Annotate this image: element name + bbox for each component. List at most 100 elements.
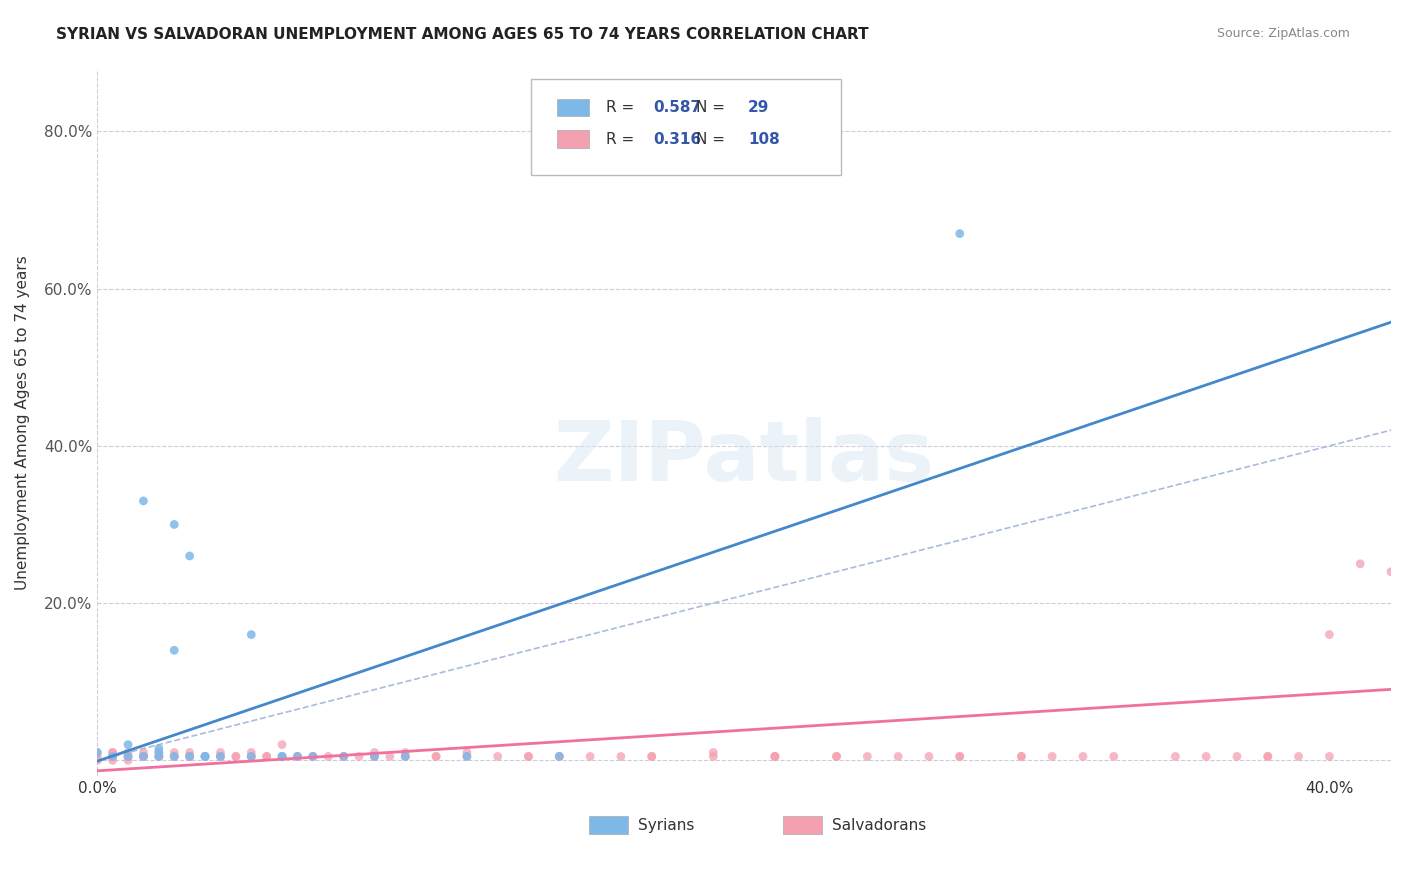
Point xyxy=(702,749,724,764)
Point xyxy=(302,749,325,764)
Point xyxy=(363,746,385,760)
Point xyxy=(517,749,540,764)
Point xyxy=(456,749,478,764)
Point xyxy=(363,749,385,764)
FancyBboxPatch shape xyxy=(557,99,589,116)
Point xyxy=(163,749,186,764)
Point xyxy=(825,749,848,764)
Text: R =: R = xyxy=(606,132,638,147)
Y-axis label: Unemployment Among Ages 65 to 74 years: Unemployment Among Ages 65 to 74 years xyxy=(15,255,30,590)
Point xyxy=(240,749,263,764)
Point xyxy=(179,749,201,764)
Point xyxy=(240,749,263,764)
Point xyxy=(1319,627,1341,641)
Point xyxy=(456,746,478,760)
Point xyxy=(394,749,416,764)
Point xyxy=(1164,749,1187,764)
Point xyxy=(101,746,124,760)
Point xyxy=(363,749,385,764)
Point xyxy=(641,749,664,764)
Point xyxy=(763,749,786,764)
Point xyxy=(209,749,232,764)
Point xyxy=(271,738,294,752)
Point xyxy=(949,227,972,241)
Point xyxy=(332,749,354,764)
Point xyxy=(1257,749,1279,764)
Point xyxy=(1010,749,1032,764)
Point xyxy=(240,749,263,764)
Point xyxy=(287,749,309,764)
Point xyxy=(1257,749,1279,764)
Point xyxy=(918,749,941,764)
Point xyxy=(1379,565,1402,579)
Point xyxy=(132,749,155,764)
Point xyxy=(117,749,139,764)
Point xyxy=(163,749,186,764)
Point xyxy=(394,746,416,760)
Point xyxy=(209,749,232,764)
Point xyxy=(949,749,972,764)
FancyBboxPatch shape xyxy=(589,816,627,834)
Point xyxy=(117,753,139,767)
Text: 108: 108 xyxy=(748,132,780,147)
Point xyxy=(86,746,108,760)
Point xyxy=(1010,749,1032,764)
Text: SYRIAN VS SALVADORAN UNEMPLOYMENT AMONG AGES 65 TO 74 YEARS CORRELATION CHART: SYRIAN VS SALVADORAN UNEMPLOYMENT AMONG … xyxy=(56,27,869,42)
Point xyxy=(179,749,201,764)
Point xyxy=(256,749,278,764)
Point xyxy=(209,746,232,760)
Point xyxy=(302,749,325,764)
Point xyxy=(548,749,571,764)
Text: ZIPatlas: ZIPatlas xyxy=(554,417,935,498)
Point xyxy=(225,749,247,764)
Point xyxy=(148,746,170,760)
Point xyxy=(579,749,602,764)
Point xyxy=(1040,749,1063,764)
Point xyxy=(179,749,201,764)
Point xyxy=(179,749,201,764)
Point xyxy=(425,749,447,764)
Point xyxy=(86,746,108,760)
FancyBboxPatch shape xyxy=(530,79,841,175)
Point xyxy=(287,749,309,764)
Point xyxy=(148,741,170,756)
Point xyxy=(702,746,724,760)
Point xyxy=(1348,557,1371,571)
Point xyxy=(856,749,879,764)
Point xyxy=(363,749,385,764)
Point xyxy=(86,749,108,764)
Point xyxy=(456,749,478,764)
Point xyxy=(179,746,201,760)
Point xyxy=(1071,749,1094,764)
Point xyxy=(1195,749,1218,764)
Point xyxy=(763,749,786,764)
FancyBboxPatch shape xyxy=(783,816,821,834)
Point xyxy=(194,749,217,764)
Point xyxy=(347,749,370,764)
Point xyxy=(179,549,201,563)
Point xyxy=(163,749,186,764)
Point xyxy=(194,749,217,764)
Point xyxy=(132,749,155,764)
Point xyxy=(302,749,325,764)
Point xyxy=(101,746,124,760)
Point xyxy=(101,749,124,764)
Point xyxy=(194,749,217,764)
Point xyxy=(332,749,354,764)
Point xyxy=(148,749,170,764)
Point xyxy=(148,749,170,764)
Point xyxy=(101,753,124,767)
Point xyxy=(887,749,910,764)
Point xyxy=(117,749,139,764)
Point xyxy=(240,627,263,641)
Text: Syrians: Syrians xyxy=(638,818,695,833)
Point xyxy=(148,749,170,764)
Point xyxy=(117,746,139,760)
Point xyxy=(949,749,972,764)
Point xyxy=(378,749,401,764)
Point xyxy=(271,749,294,764)
Point xyxy=(394,749,416,764)
Point xyxy=(101,749,124,764)
Point xyxy=(610,749,633,764)
FancyBboxPatch shape xyxy=(557,130,589,148)
